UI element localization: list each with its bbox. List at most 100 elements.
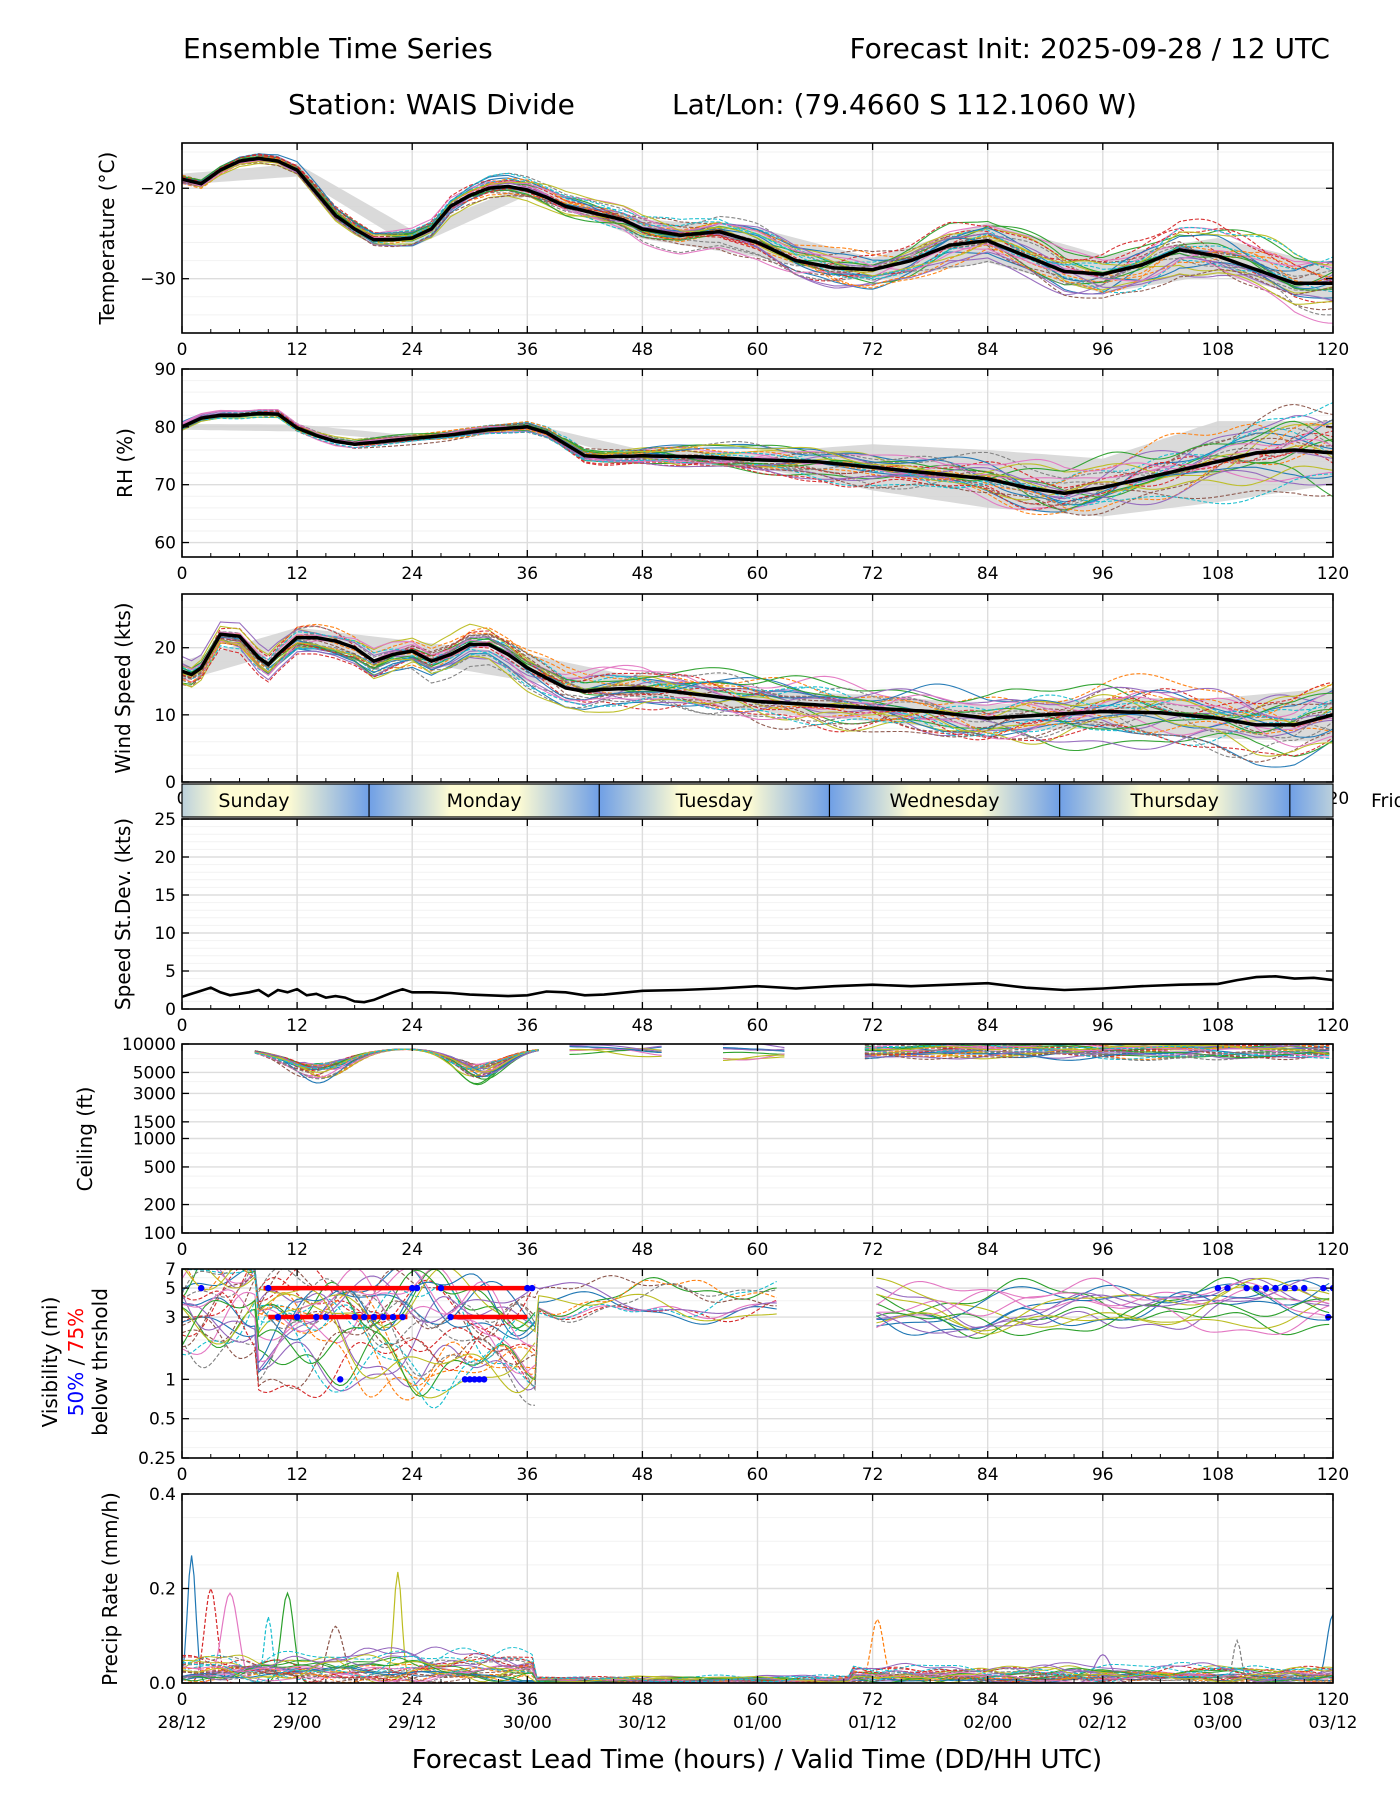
threshold-50-point [524, 1284, 531, 1292]
day-band: Sunday Monday Tuesday Wednesday Thursday [181, 783, 1334, 818]
y-tick-label: 5 [165, 962, 176, 982]
y-tick-label: 0.4 [149, 1485, 176, 1505]
x-tick-label: 108 [1202, 564, 1234, 584]
x-tick-label: 12 [286, 1240, 308, 1260]
y-tick-label: 80 [154, 418, 176, 438]
ensemble-member-line [182, 635, 1333, 739]
day-segment [1059, 784, 1290, 817]
threshold-50-point [1262, 1284, 1270, 1292]
threshold-50-point [1291, 1284, 1298, 1292]
threshold-50-point [380, 1313, 387, 1321]
x-tick-label: 24 [401, 1016, 423, 1036]
y-axis-label-thresholds: 50% / 75% [64, 1308, 88, 1416]
threshold-50-point [413, 1284, 421, 1292]
valid-time-label: 02/12 [1078, 1713, 1127, 1733]
threshold-50-point [197, 1284, 205, 1292]
ensemble-member-line [182, 639, 1333, 750]
day-band-frame [181, 783, 1334, 818]
x-tick-label: 96 [1092, 564, 1114, 584]
precip-member-peak [306, 1625, 365, 1683]
x-tick-label: 96 [1092, 340, 1114, 360]
ensemble-member-line [182, 625, 1333, 758]
x-tick-label: 24 [401, 1465, 423, 1485]
x-tick-label: 24 [401, 1240, 423, 1260]
x-tick-label: 60 [747, 1465, 769, 1485]
title-left: Ensemble Time Series [183, 32, 493, 65]
ensemble-member-line [182, 640, 1333, 757]
threshold-50-point [476, 1376, 483, 1383]
day-segment [182, 784, 370, 817]
x-tick-label: 36 [516, 340, 538, 360]
plot-area-ceiling [254, 1044, 1330, 1086]
x-tick-label: 0 [177, 1465, 188, 1485]
precip-member-peak [369, 1571, 427, 1683]
stdev-line [182, 974, 1333, 1004]
plot-area-wind [182, 621, 1333, 768]
x-tick-label: 12 [286, 564, 308, 584]
x-tick-label: 84 [977, 1016, 999, 1036]
threshold-50-point [1281, 1284, 1289, 1292]
ensemble-member-line [182, 632, 1333, 730]
y-axis-label: Temperature (°C) [95, 152, 119, 326]
ensemble-member-line [254, 1044, 1330, 1070]
x-tick-label: 120 [1317, 1240, 1349, 1260]
label-50pct: 50% [64, 1372, 88, 1416]
ensemble-member-line [182, 1284, 536, 1399]
y-tick-label: 10 [154, 924, 176, 944]
x-tick-label: 36 [516, 564, 538, 584]
valid-time-label: 29/00 [273, 1713, 322, 1733]
y-tick-label: 10000 [122, 1035, 176, 1055]
valid-time-label: 30/12 [618, 1713, 667, 1733]
x-tick-label: 0 [177, 1690, 188, 1710]
ensemble-member-line [182, 1269, 536, 1393]
label-75pct: 75% [64, 1308, 88, 1352]
x-tick-label: 48 [632, 1465, 654, 1485]
x-tick-label: 36 [516, 1690, 538, 1710]
threshold-50-point [1272, 1284, 1279, 1292]
y-axis-label: Speed St.Dev. (kts) [111, 818, 135, 1010]
ensemble-member-line [182, 1269, 1330, 1345]
y-tick-label: 70 [154, 476, 176, 496]
x-tick-label: 72 [862, 1016, 884, 1036]
x-tick-label: 96 [1092, 1016, 1114, 1036]
threshold-50-point [351, 1313, 358, 1321]
plot-area-rh [182, 402, 1333, 517]
title-latlon: Lat/Lon: (79.4660 S 112.1060 W) [672, 88, 1137, 121]
x-axis-label: Forecast Lead Time (hours) / Valid Time … [412, 1745, 1102, 1775]
day-label: Wednesday [890, 790, 1000, 812]
ensemble-spread-band [182, 421, 1333, 517]
day-label: Monday [447, 790, 522, 812]
threshold-50-point [313, 1313, 320, 1321]
y-tick-label: 1 [165, 1370, 176, 1390]
threshold-50-point [471, 1376, 478, 1383]
y-tick-label: −20 [140, 179, 176, 199]
x-tick-label: 108 [1202, 1465, 1234, 1485]
valid-time-label: 02/00 [963, 1713, 1012, 1733]
day-label: Tuesday [675, 790, 753, 812]
ensemble-member-line [182, 639, 1333, 757]
x-tick-label: 48 [632, 564, 654, 584]
valid-time-label: 28/12 [158, 1713, 207, 1733]
y-tick-label: 100 [144, 1224, 176, 1244]
x-tick-label: 12 [286, 340, 308, 360]
ensemble-member-line [254, 1044, 1330, 1070]
x-tick-label: 60 [747, 1016, 769, 1036]
title-forecast-init: Forecast Init: 2025-09-28 / 12 UTC [849, 32, 1330, 65]
x-tick-label: 60 [747, 340, 769, 360]
threshold-50-point [265, 1284, 272, 1292]
valid-time-label: 29/12 [388, 1713, 437, 1733]
panel-visibility: 75 3 1 0.5 0.250 12 24 36 48 60 72 84 96 108 120 [138, 1260, 1349, 1485]
ensemble-member-line [243, 1269, 536, 1380]
ensemble-mean-line [182, 156, 1333, 285]
x-tick-label: 120 [1317, 1465, 1349, 1485]
x-tick-label: 36 [516, 1016, 538, 1036]
threshold-50-point [461, 1376, 469, 1383]
ensemble-member-line [182, 157, 1333, 311]
ensemble-member-line [254, 1048, 1330, 1080]
x-tick-label: 72 [862, 1240, 884, 1260]
threshold-50-point [322, 1313, 330, 1321]
ensemble-mean-line [182, 411, 1333, 496]
threshold-50-point [409, 1284, 416, 1292]
ensemble-member-line [182, 1269, 777, 1392]
threshold-50-point [389, 1313, 397, 1321]
